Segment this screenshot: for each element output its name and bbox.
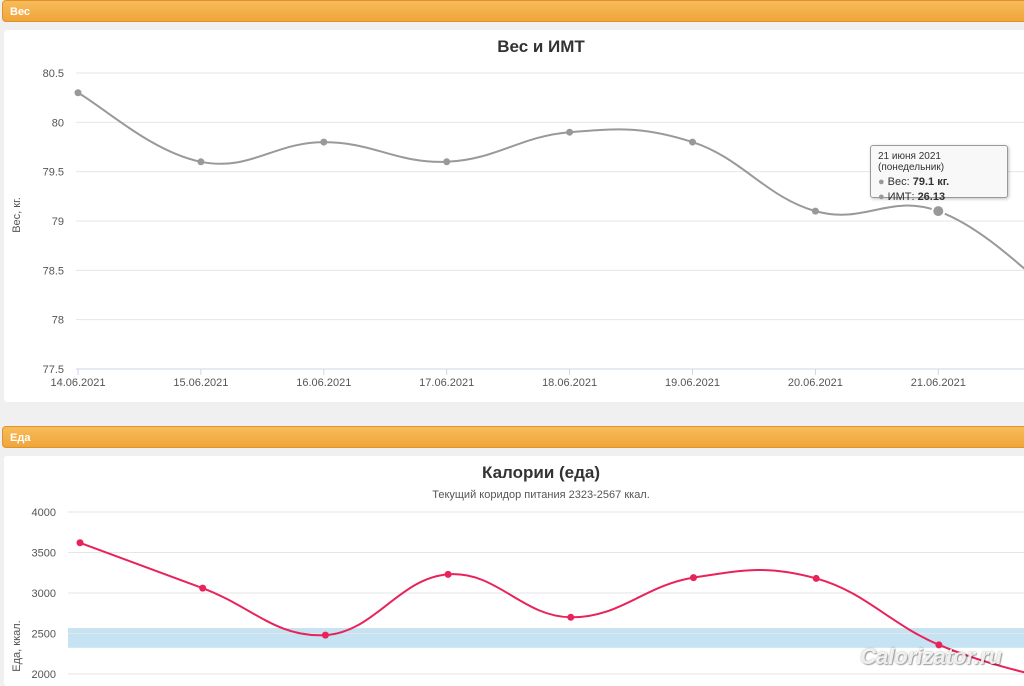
weight-section-header[interactable]: Вес xyxy=(2,0,1024,22)
y-tick-label: 79 xyxy=(52,216,64,228)
y-tick-label: 3000 xyxy=(32,588,56,600)
y-tick-label: 79.5 xyxy=(43,167,64,179)
data-point xyxy=(689,138,696,146)
data-point xyxy=(320,138,328,146)
calories-chart-panel: Калории (еда) Текущий коридор питания 232… xyxy=(4,456,1024,686)
tooltip-bmi-value: 26.13 xyxy=(917,191,946,203)
x-tick-label: 17.06.2021 xyxy=(419,377,474,389)
y-axis-label: Вес, кг. xyxy=(11,197,23,233)
food-section-title: Еда xyxy=(10,432,31,444)
data-point xyxy=(935,641,943,649)
weight-chart: Вес и ИМТ 77.5 78 78.5 79 79.5 80 80.5 Вес, кг. 1… xyxy=(11,37,1024,389)
data-point xyxy=(76,539,84,547)
x-tick-label: 18.06.2021 xyxy=(542,377,597,389)
tooltip-weight-value: 79.1 кг. xyxy=(912,176,950,188)
data-point xyxy=(567,613,575,621)
x-tick-label: 21.06.2021 xyxy=(911,377,966,389)
y-tick-label: 78.5 xyxy=(43,265,64,277)
y-tick-label: 80 xyxy=(52,117,64,129)
x-tick-label: 16.06.2021 xyxy=(296,377,351,389)
tooltip-weight-label: Вес: xyxy=(887,176,913,188)
data-point xyxy=(197,158,205,166)
data-point xyxy=(443,158,451,166)
x-tick-label: 15.06.2021 xyxy=(173,377,228,389)
data-point xyxy=(321,631,329,639)
data-point xyxy=(690,574,697,582)
chart-title: Калории (еда) xyxy=(482,463,600,482)
data-point xyxy=(199,584,207,592)
y-tick-label: 2500 xyxy=(32,629,56,641)
tooltip-bmi-row: ● ИМТ: 26.13 xyxy=(878,191,1000,203)
y-tick-label: 3500 xyxy=(32,548,56,560)
watermark-logo: Calorizator.ru xyxy=(860,644,1002,669)
data-point xyxy=(811,207,819,215)
weight-tooltip: 21 июня 2021 (понедельник) ● Вес: 79.1 кг… xyxy=(870,145,1008,203)
y-tick-label: 4000 xyxy=(32,507,56,519)
weight-chart-panel: Вес и ИМТ 77.5 78 78.5 79 79.5 80 80.5 Вес, кг. 1… xyxy=(4,30,1024,402)
tooltip-weight-row: ● Вес: 79.1 кг. xyxy=(878,176,1000,188)
y-tick-label: 2000 xyxy=(32,669,56,681)
chart-title: Вес и ИМТ xyxy=(497,37,585,56)
tooltip-bmi-label: ИМТ: xyxy=(887,191,918,203)
y-axis-label: Еда, ккал. xyxy=(11,620,23,671)
tooltip-weight-bullet-icon: ● xyxy=(878,176,885,188)
x-tick-label: 20.06.2021 xyxy=(788,377,843,389)
calories-chart: Калории (еда) Текущий коридор питания 232… xyxy=(11,463,1024,681)
data-point xyxy=(812,574,820,582)
x-tick-label: 19.06.2021 xyxy=(665,377,720,389)
tooltip-date: 21 июня 2021 (понедельник) xyxy=(878,151,945,173)
hovered-data-point xyxy=(931,204,946,219)
chart-subtitle: Текущий коридор питания 2323-2567 ккал. xyxy=(432,489,650,501)
x-tick-label: 14.06.2021 xyxy=(50,377,105,389)
data-point xyxy=(566,128,574,136)
tooltip-bmi-bullet-icon: ● xyxy=(878,191,885,203)
y-tick-label: 80.5 xyxy=(43,68,64,80)
y-tick-label: 78 xyxy=(52,315,64,327)
y-tick-label: 77.5 xyxy=(43,364,64,376)
data-point xyxy=(74,89,82,97)
data-point xyxy=(444,570,452,578)
weight-section-title: Вес xyxy=(10,6,31,18)
food-section-header[interactable]: Еда xyxy=(2,426,1024,448)
